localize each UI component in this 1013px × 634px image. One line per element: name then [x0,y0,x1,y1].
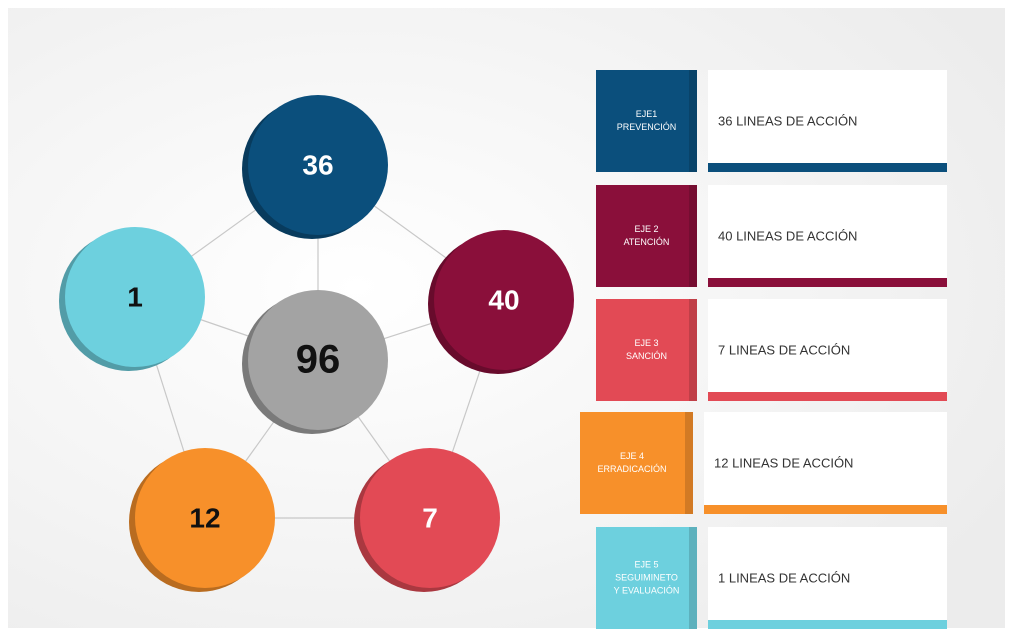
row-title: ERRADICACIÓN [597,464,666,474]
row-title: ATENCIÓN [624,237,670,247]
row-bar [704,505,947,514]
node-label: 7 [422,502,438,533]
node-label: 40 [488,284,519,315]
row-title: SEGUIMINETO [615,572,678,582]
row-title: EJE 2 [634,224,658,234]
circles: 96 36 40 7 12 1 [59,95,574,592]
row-box-edge [689,185,697,287]
row-panel [708,70,947,172]
row-title: EJE 5 [634,559,658,569]
row-panel [704,412,947,514]
row-text: 7 LINEAS DE ACCIÓN [718,342,850,357]
row-panel [708,527,947,629]
row-bar [708,392,947,401]
row-color-box [596,70,697,172]
row-title: Y EVALUACIÓN [614,585,680,595]
row-box-edge [689,70,697,172]
row-bar [708,278,947,287]
row-title: SANCIÓN [626,351,667,361]
rows: EJE1 PREVENCIÓN 36 LINEAS DE ACCIÓN EJE 2 AT… [580,70,947,629]
row-title: EJE 3 [634,338,658,348]
row-color-box [580,412,693,514]
node [65,227,205,367]
node [434,230,574,370]
center-node-label: 96 [296,338,341,382]
row-bar [708,163,947,172]
node-label: 36 [302,149,333,180]
row-text: 40 LINEAS DE ACCIÓN [718,228,857,243]
row-text: 12 LINEAS DE ACCIÓN [714,455,853,470]
row-text: 36 LINEAS DE ACCIÓN [718,113,857,128]
row-text: 1 LINEAS DE ACCIÓN [718,570,850,585]
row-panel [708,299,947,401]
row-title: EJE 4 [620,451,644,461]
row-title: PREVENCIÓN [617,122,677,132]
node-label: 12 [189,502,220,533]
node-label: 1 [127,281,143,312]
row-color-box [596,299,697,401]
node [135,448,275,588]
center-node [248,290,388,430]
row-bar [708,620,947,629]
row-box-edge [685,412,693,514]
row-box-edge [689,527,697,629]
row-box-edge [689,299,697,401]
row-color-box [596,185,697,287]
node [360,448,500,588]
node [248,95,388,235]
row-title: EJE1 [636,109,658,119]
row-panel [708,185,947,287]
row-color-box [596,527,697,629]
